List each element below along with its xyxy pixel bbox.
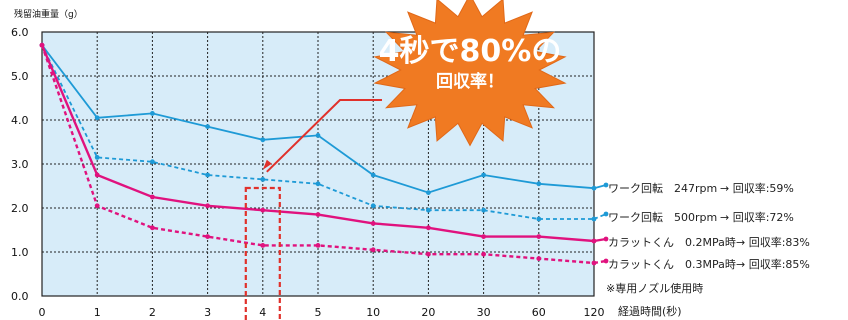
data-point [205,124,211,129]
data-point [481,251,486,257]
data-point [260,207,266,213]
data-point [426,190,431,196]
data-point [426,207,431,213]
x-tick-label: 30 [477,306,491,319]
x-tick-label: 20 [421,306,435,319]
callout-text: 4秒で80%の 回収率！ [370,34,570,94]
y-tick-label: 4.0 [11,114,29,127]
x-tick-labels: 0 1 2 3 4 5 10 20 30 60 120 [39,306,605,319]
x-tick-label: 3 [204,306,211,319]
data-point [315,243,321,248]
callout-line-2: 回収率！ [436,72,504,92]
data-point [481,172,486,178]
arrowhead [262,159,272,170]
data-point [481,234,486,240]
legend-label: カラットくん 0.3MPa時 [608,258,736,271]
data-point [536,181,542,187]
legend-recovery: → 回収率:72% [720,211,794,224]
data-point [260,243,266,248]
data-point [205,203,211,209]
y-tick-label: 6.0 [11,26,29,39]
data-point [150,111,155,116]
y-tick-label: 2.0 [11,202,29,215]
data-point [94,155,100,160]
highlight-box [244,186,281,320]
data-point [94,172,100,178]
legend-label: ワーク回転 247rpm [608,182,718,195]
footnote: ※専用ノズル使用時 [606,282,704,295]
data-point [426,251,431,257]
series-line [41,44,594,220]
y-tick-label: 1.0 [11,246,29,259]
data-point [370,203,376,209]
data-point [150,194,155,200]
x-tick-label: 5 [315,306,322,319]
callout-line-1: 4秒で80%の [378,34,562,69]
legend-label: ワーク回転 500rpm [608,211,718,224]
data-point [426,225,431,231]
data-point [94,203,100,209]
data-point [205,234,211,240]
x-tick-label: 4 [259,306,266,319]
legend-recovery: → 回収率:85% [736,258,810,271]
data-point [150,225,155,231]
data-point [315,133,321,138]
x-tick-label: 1 [94,306,101,319]
data-point [260,137,266,143]
series-lines [39,42,609,266]
legend-marker [603,236,609,242]
y-tick-label: 3.0 [11,158,29,171]
plot-frame [41,31,595,297]
legend-recovery: → 回収率:83% [736,236,810,249]
callout-arrow [266,99,382,173]
legend-marker [603,182,609,188]
x-tick-label: 2 [149,306,156,319]
data-point [536,216,542,222]
legend-marker [603,258,609,264]
data-point [536,256,542,261]
y-tick-label: 0.0 [11,290,29,303]
data-point [536,234,542,240]
data-point [150,159,155,165]
legend-label: カラットくん 0.2MPa時 [608,236,736,249]
data-point [315,212,321,218]
legend-entry-0-2mpa: カラットくん 0.2MPa時 → 回収率:83% [608,234,810,250]
y-tick-label: 5.0 [11,70,29,83]
legend-entry-247rpm: ワーク回転 247rpm → 回収率:59% [608,180,794,196]
legend-marker [603,211,609,217]
data-point [370,221,376,226]
data-point [94,115,100,121]
data-point [315,181,321,187]
x-tick-label: 120 [584,306,605,319]
data-point [260,177,266,182]
y-axis-label: 残留油重量（g） [14,10,83,20]
legend-entry-0-3mpa: カラットくん 0.3MPa時 → 回収率:85% [608,256,810,272]
x-tick-label: 10 [366,306,380,319]
x-tick-label: 0 [39,306,46,319]
data-point [39,42,45,48]
starburst-shape [373,0,567,147]
annotation [244,0,567,320]
data-point [370,172,376,178]
data-point [481,207,486,213]
x-tick-label: 60 [532,306,546,319]
legend-recovery: → 回収率:59% [720,182,794,195]
data-point [205,172,211,178]
y-tick-labels: 0.0 1.0 2.0 3.0 4.0 5.0 6.0 [11,26,29,303]
data-point [370,247,376,253]
legend-entry-500rpm: ワーク回転 500rpm → 回収率:72% [608,209,794,225]
x-axis-label: 経過時間(秒) [618,305,682,318]
